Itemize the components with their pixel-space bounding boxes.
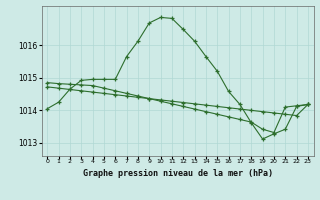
X-axis label: Graphe pression niveau de la mer (hPa): Graphe pression niveau de la mer (hPa) <box>83 169 273 178</box>
